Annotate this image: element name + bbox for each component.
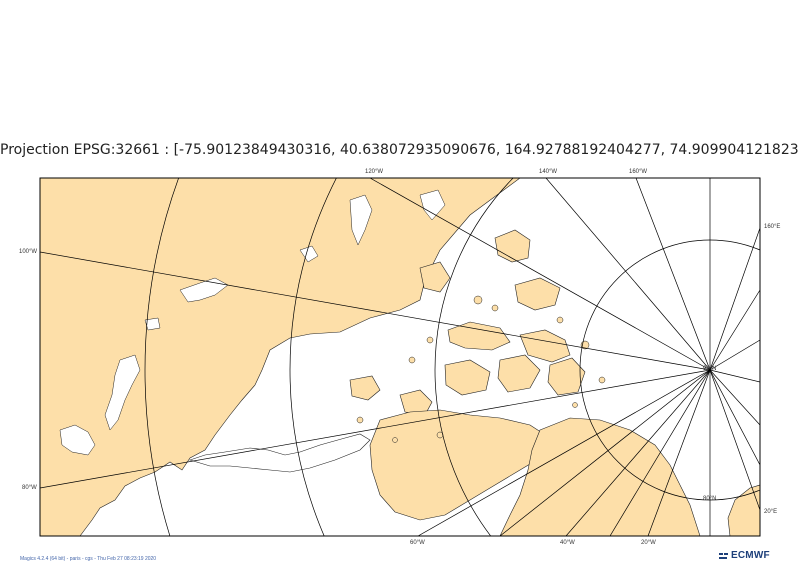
lake-5 [59,424,96,456]
logo-text: ECMWF [731,550,770,561]
island-b [514,277,561,311]
label-top-140w: 140°W [539,169,558,175]
baffin-island [369,409,551,521]
label-left-100w: 100°W [19,249,38,255]
label-bottom-60w: 60°W [410,540,425,546]
island-h [399,389,433,416]
label-lat80: 80°N [703,496,717,502]
map-title: Projection EPSG:32661 : [-75.90123849430… [0,142,800,158]
lake-2 [179,277,229,303]
label-top-160w: 160°W [629,169,648,175]
label-right-20e: 20°E [764,509,778,515]
footer-text: Magics 4.2.4 (64 bit) - paris - cgs - Th… [20,556,157,562]
greenland [499,417,701,536]
label-pole: 90°N [703,366,717,372]
small-islands [356,295,606,443]
hudson-bay-south [189,433,371,473]
lake-3 [349,194,373,246]
label-bottom-40w: 40°W [560,540,575,546]
label-bottom-20w: 20°W [641,540,656,546]
lake-4 [419,189,446,221]
island-g [547,357,586,396]
label-left-80w: 80°W [22,485,37,491]
island-d [519,329,571,363]
island-a [494,229,531,263]
lake-7 [144,317,161,331]
ecmwf-logo: ECMWF [718,550,770,561]
ecmwf-logo-icon [719,552,728,559]
label-top-120w: 120°W [365,169,384,175]
map-frame [39,177,761,537]
lake-1 [104,354,141,431]
island-i [349,375,381,401]
island-c [447,321,511,351]
island-e [444,359,491,396]
land-scandinavia [727,484,760,536]
island-f [497,354,541,393]
label-right-160e: 160°E [764,224,781,230]
island-j [419,261,451,293]
graticule [40,178,760,536]
land-north-america [40,178,521,536]
